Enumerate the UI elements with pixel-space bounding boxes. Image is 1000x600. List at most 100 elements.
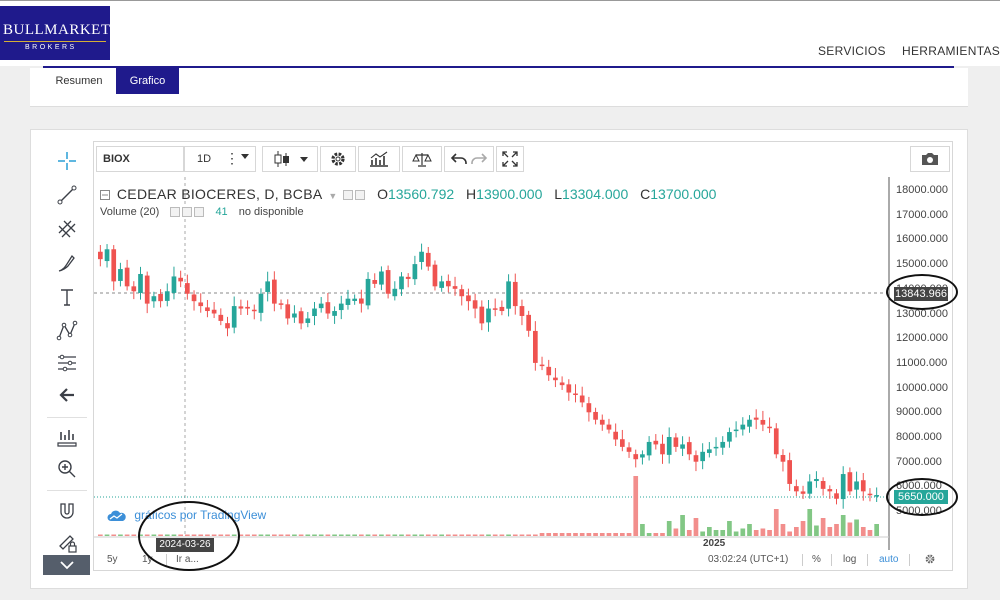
legend-caret-icon[interactable]: ▼	[328, 191, 338, 201]
logo-sub-text: BROKERS	[25, 44, 77, 51]
cloud-icon	[107, 510, 126, 521]
camera-icon	[922, 153, 938, 165]
volume-settings-icon[interactable]	[182, 207, 193, 218]
fullscreen-icon	[502, 151, 518, 167]
zoom-tool[interactable]	[54, 456, 80, 482]
chart-bottom-bar: 5y 1y Ir a... 03:02:24 (UTC+1) % log aut…	[94, 550, 952, 570]
pitchfork-icon	[58, 220, 76, 238]
price-scale-label: 16000.000	[896, 233, 948, 246]
nav-herramientas[interactable]: HERRAMIENTAS	[902, 44, 1000, 58]
compare-icon	[412, 153, 432, 167]
crosshair-icon	[58, 152, 76, 170]
undo-redo-group[interactable]	[444, 146, 494, 172]
interval-label: 1D	[197, 153, 212, 165]
brand-logo[interactable]: BULLMARKET BROKERS	[0, 6, 110, 60]
chart-style-button[interactable]	[262, 146, 318, 172]
volume-close-icon[interactable]	[194, 207, 205, 218]
lock-icon	[59, 535, 77, 553]
measure-icon	[57, 430, 77, 447]
tabs-card: Resumen Grafico	[30, 68, 968, 107]
range-5y-button[interactable]: 5y	[107, 554, 118, 565]
zoom-icon	[58, 460, 76, 478]
bottom-separator	[802, 554, 803, 566]
fib-icon	[58, 354, 76, 372]
compare-button[interactable]	[402, 146, 442, 172]
volume-status: no disponible	[238, 206, 304, 218]
time-axis-year: 2025	[703, 538, 726, 549]
watermark-text: gráficos por TradingView	[134, 508, 267, 522]
gear-icon	[331, 152, 345, 166]
price-scale-label: 17000.000	[896, 208, 948, 221]
caret-down-icon	[241, 154, 249, 159]
auto-scale-toggle[interactable]: auto	[879, 554, 899, 565]
crosshair-price-tag: 13843.966	[894, 287, 948, 301]
volume-label: Volume (20)	[100, 206, 160, 218]
magnet-icon	[60, 503, 74, 519]
text-icon	[61, 289, 73, 306]
trend-line-tool[interactable]	[54, 182, 80, 208]
fullscreen-button[interactable]	[496, 146, 524, 172]
logo-main-text: BULLMARKET	[3, 22, 111, 38]
toolbar-separator	[47, 490, 87, 491]
trend-line-icon	[57, 185, 77, 205]
legend-close-label: C	[640, 186, 651, 202]
fib-tool[interactable]	[54, 350, 80, 376]
bottom-separator	[831, 554, 832, 566]
clock-readout[interactable]: 03:02:24 (UTC+1)	[708, 554, 789, 565]
legend-low-label: L	[554, 186, 563, 202]
price-scale-label: 12000.000	[896, 332, 948, 345]
volume-legend: Volume (20) 41 no disponible	[100, 206, 304, 218]
lock-tool[interactable]	[54, 530, 80, 556]
legend-open-label: O	[377, 186, 388, 202]
bottom-separator	[909, 554, 910, 566]
snapshot-button[interactable]	[910, 146, 950, 172]
tab-resumen[interactable]: Resumen	[55, 75, 103, 87]
pitchfork-tool[interactable]	[54, 216, 80, 242]
gear-icon[interactable]	[924, 553, 936, 565]
header-accent-line	[43, 66, 954, 68]
collapse-toolbar-button[interactable]	[43, 555, 90, 575]
legend-high-value: 13900.000	[476, 186, 543, 202]
pattern-icon	[56, 320, 78, 341]
text-tool[interactable]	[54, 284, 80, 310]
volume-eye-icon[interactable]	[170, 207, 181, 218]
back-tool[interactable]	[54, 382, 80, 408]
symbol-input[interactable]: BIOX	[96, 146, 184, 172]
legend-eye-icon[interactable]	[343, 190, 354, 201]
candles-icon	[274, 151, 308, 167]
undo-icon[interactable]	[449, 152, 489, 166]
goto-date-button[interactable]: Ir a...	[176, 554, 199, 565]
crosshair-tool[interactable]	[54, 148, 80, 174]
crosshair-date-tag: 2024-03-26	[156, 538, 214, 552]
legend-open-value: 13560.792	[387, 186, 455, 202]
chart-settings-button[interactable]	[320, 146, 356, 172]
price-scale-label: 6000.000	[896, 480, 942, 493]
chart-frame	[93, 141, 953, 571]
volume-value: 41	[215, 206, 228, 218]
price-scale-label: 18000.000	[896, 184, 948, 196]
indicators-button[interactable]	[358, 146, 400, 172]
bottom-separator	[867, 554, 868, 566]
magnet-tool[interactable]	[54, 498, 80, 524]
collapse-legend-icon[interactable]	[100, 190, 110, 201]
price-scale-label: 10000.000	[896, 381, 948, 394]
measure-tool[interactable]	[54, 424, 80, 450]
pattern-tool[interactable]	[54, 318, 80, 344]
tradingview-watermark[interactable]: gráficos por TradingView	[107, 508, 266, 522]
tab-grafico[interactable]: Grafico	[116, 68, 179, 94]
interval-more-icon: ⋮	[225, 150, 239, 166]
legend-symbol-title: CEDEAR BIOCERES, D, BCBA	[116, 186, 323, 202]
legend-settings-icon[interactable]	[355, 190, 366, 201]
log-scale-toggle[interactable]: log	[843, 554, 857, 565]
price-scale-label: 9000.000	[896, 406, 942, 419]
top-header: BULLMARKET BROKERS SERVICIOS HERRAMIENTA…	[0, 0, 1000, 66]
brush-tool[interactable]	[54, 250, 80, 276]
percent-scale-toggle[interactable]: %	[812, 554, 821, 565]
interval-selector[interactable]: 1D ⋮	[184, 146, 256, 172]
range-1y-button[interactable]: 1y	[142, 554, 153, 565]
nav-servicios[interactable]: SERVICIOS	[818, 44, 886, 58]
legend-close-value: 13700.000	[650, 186, 717, 202]
bottom-separator	[166, 554, 167, 566]
price-scale-label: 11000.000	[896, 356, 948, 369]
legend-low-value: 13304.000	[562, 186, 629, 202]
